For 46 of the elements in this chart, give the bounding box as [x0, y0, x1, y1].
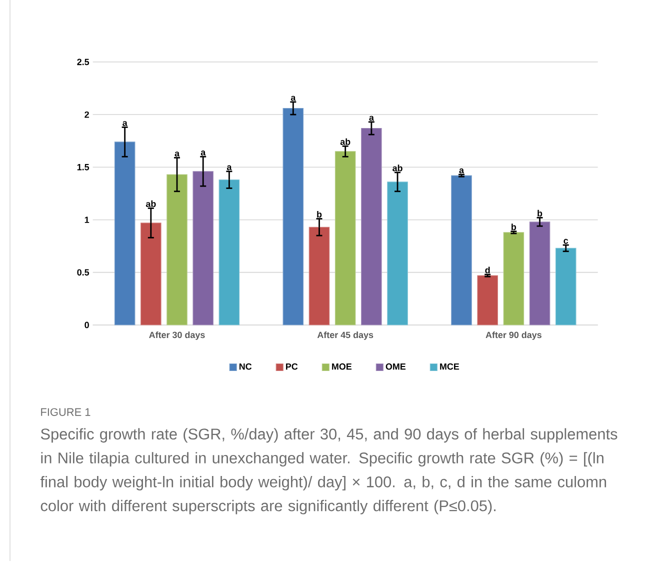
y-tick-label: 1: [84, 216, 90, 223]
bar: [529, 222, 550, 326]
data-label: b: [317, 210, 322, 218]
x-tick-label: After 90 days: [486, 332, 542, 340]
bar: [282, 108, 304, 326]
bar: [334, 151, 356, 326]
bar: [503, 232, 524, 326]
data-label: a: [174, 152, 180, 157]
data-label: b: [512, 224, 516, 230]
caption: FIGURE 1: [41, 408, 90, 416]
bar: [166, 174, 188, 326]
legend-label: MOE: [332, 363, 352, 370]
bar: [192, 171, 214, 326]
legend-label: PC: [286, 363, 298, 370]
bar: [477, 275, 498, 326]
data-label: c: [564, 238, 568, 244]
data-label: ab: [340, 138, 350, 145]
y-tick-label: 0: [84, 322, 89, 328]
bar: [361, 128, 382, 326]
data-label: a: [226, 165, 232, 170]
data-label: b: [538, 210, 542, 216]
y-tick-label: 2: [84, 111, 89, 118]
x-tick-label: After 45 days: [317, 332, 374, 340]
bar: [387, 182, 408, 326]
y-tick-label: 2.5: [77, 58, 90, 66]
bar: [140, 222, 162, 326]
bar: [451, 175, 472, 326]
data-label: ab: [392, 164, 402, 172]
data-label: a: [369, 116, 374, 121]
data-label: d: [485, 266, 490, 274]
legend-label: NC: [239, 363, 252, 370]
bar: [114, 142, 136, 326]
data-label: a: [200, 150, 206, 156]
data-label: a: [459, 168, 464, 174]
legend-label: MCE: [440, 363, 460, 370]
y-tick-label: 1.5: [77, 164, 90, 170]
bar: [555, 248, 576, 326]
text: Specific growth rate (SGR, %/day) after 30, 45, and 90 days of herbal supplements in Nile tilapia cultured in unexchanged water. Specific growth rate SGR (%) = [(ln final body weight-ln initial body weight)/ day] × 100. a, b, c, d in the same culomn color with different superscripts are significantly different (P≤0.05).: [40, 428, 618, 514]
data-label: a: [290, 96, 296, 101]
y-tick-label: 0.5: [77, 269, 90, 276]
bar: [308, 226, 330, 326]
data-label: ab: [146, 200, 156, 208]
data-label: a: [122, 121, 128, 126]
x-tick-label: After 30 days: [149, 332, 205, 340]
legend-label: OME: [386, 363, 406, 370]
bar: [218, 180, 240, 326]
